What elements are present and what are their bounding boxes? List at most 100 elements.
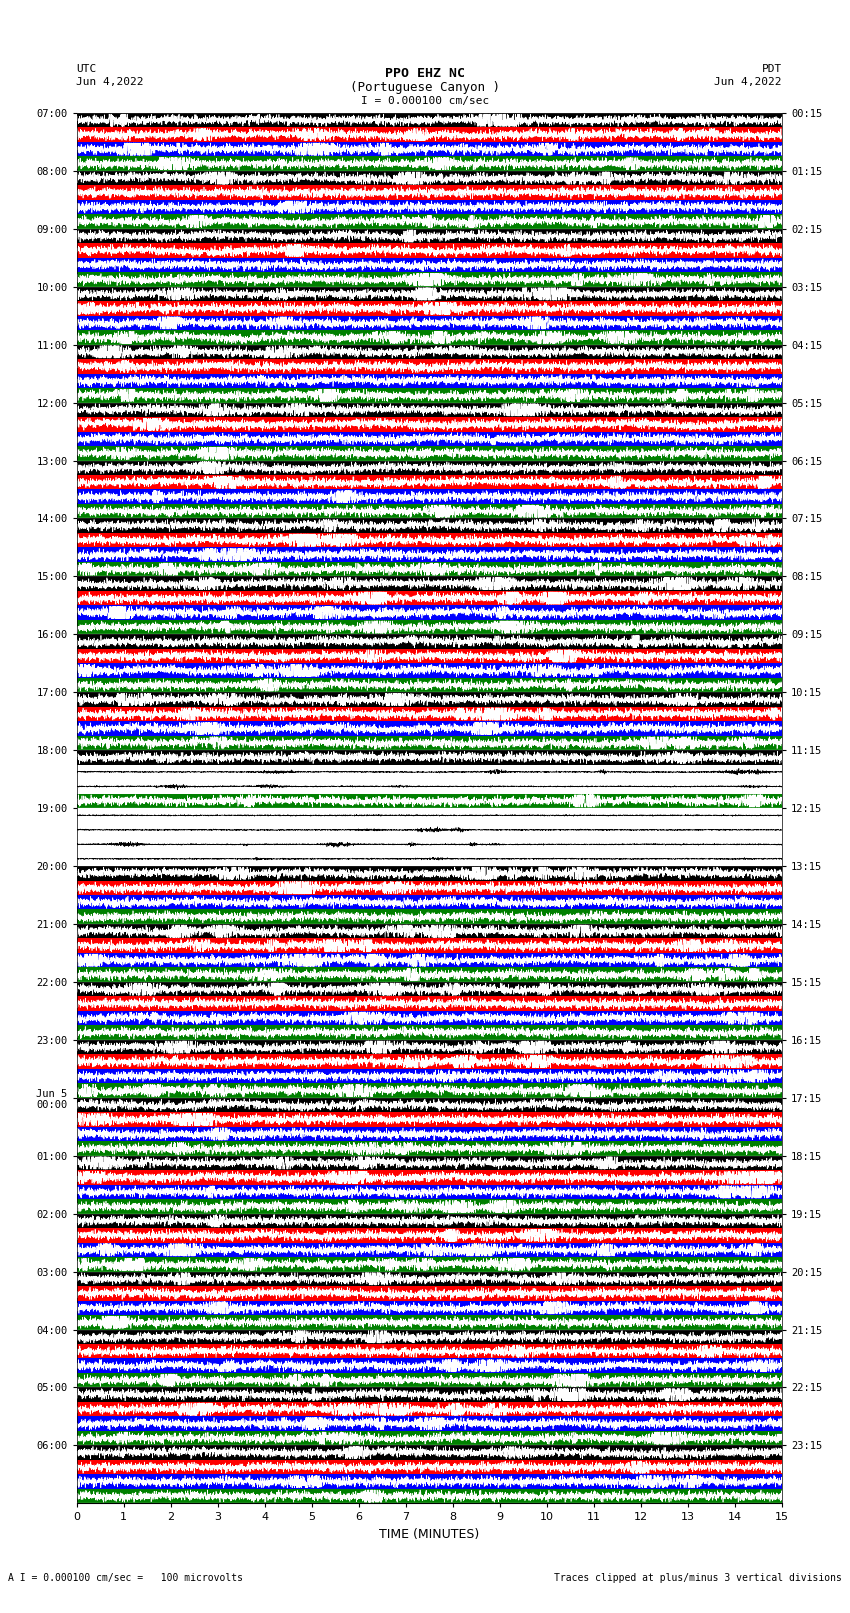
Bar: [76, 968, 782, 982]
Bar: [76, 1373, 782, 1387]
Bar: [76, 461, 782, 474]
Bar: [76, 997, 782, 1011]
Bar: [76, 808, 782, 823]
Bar: [76, 576, 782, 590]
Bar: [76, 1155, 782, 1169]
Bar: [76, 1416, 782, 1431]
Bar: [76, 127, 782, 142]
Bar: [76, 561, 782, 576]
Bar: [76, 750, 782, 765]
Bar: [76, 605, 782, 619]
Bar: [76, 939, 782, 953]
Bar: [76, 156, 782, 171]
Bar: [76, 1286, 782, 1300]
Bar: [76, 389, 782, 403]
Bar: [76, 1257, 782, 1271]
Bar: [76, 1431, 782, 1445]
Bar: [76, 474, 782, 489]
Bar: [76, 1184, 782, 1198]
Bar: [76, 823, 782, 837]
Bar: [76, 418, 782, 432]
Bar: [76, 1026, 782, 1040]
Bar: [76, 1213, 782, 1227]
Bar: [76, 1445, 782, 1460]
Bar: [76, 866, 782, 881]
Bar: [76, 287, 782, 302]
Bar: [76, 1271, 782, 1286]
Bar: [76, 360, 782, 374]
Bar: [76, 765, 782, 779]
Bar: [76, 1069, 782, 1084]
Bar: [76, 185, 782, 200]
Text: (Portuguese Canyon ): (Portuguese Canyon ): [350, 81, 500, 95]
Bar: [76, 1113, 782, 1127]
Bar: [76, 1055, 782, 1069]
Bar: [76, 113, 782, 127]
Bar: [76, 663, 782, 677]
Text: I = 0.000100 cm/sec: I = 0.000100 cm/sec: [361, 95, 489, 106]
Bar: [76, 244, 782, 258]
Bar: [76, 619, 782, 634]
Bar: [76, 1402, 782, 1416]
Bar: [76, 837, 782, 852]
Bar: [76, 1358, 782, 1373]
Bar: [76, 518, 782, 532]
Bar: [76, 532, 782, 547]
Bar: [76, 1329, 782, 1344]
Bar: [76, 229, 782, 244]
Bar: [76, 273, 782, 287]
Text: UTC: UTC: [76, 63, 97, 74]
Bar: [76, 1127, 782, 1142]
Bar: [76, 1387, 782, 1402]
Bar: [76, 403, 782, 418]
Text: A I = 0.000100 cm/sec =   100 microvolts: A I = 0.000100 cm/sec = 100 microvolts: [8, 1573, 243, 1582]
Bar: [76, 200, 782, 215]
Bar: [76, 1011, 782, 1026]
Bar: [76, 706, 782, 721]
Bar: [76, 1198, 782, 1213]
Bar: [76, 590, 782, 605]
Bar: [76, 881, 782, 895]
Bar: [76, 794, 782, 808]
Bar: [76, 648, 782, 663]
Bar: [76, 1040, 782, 1055]
Bar: [76, 1489, 782, 1503]
Text: Traces clipped at plus/minus 3 vertical divisions: Traces clipped at plus/minus 3 vertical …: [553, 1573, 842, 1582]
Text: PPO EHZ NC: PPO EHZ NC: [385, 66, 465, 81]
Text: PDT: PDT: [762, 63, 782, 74]
Bar: [76, 345, 782, 360]
Bar: [76, 852, 782, 866]
Bar: [76, 503, 782, 518]
Bar: [76, 374, 782, 389]
Bar: [76, 302, 782, 316]
Bar: [76, 1098, 782, 1113]
Bar: [76, 982, 782, 997]
Bar: [76, 721, 782, 736]
Bar: [76, 171, 782, 185]
Bar: [76, 736, 782, 750]
Text: Jun 4,2022: Jun 4,2022: [715, 77, 782, 87]
Bar: [76, 953, 782, 968]
Bar: [76, 924, 782, 939]
Bar: [76, 447, 782, 461]
Bar: [76, 692, 782, 706]
X-axis label: TIME (MINUTES): TIME (MINUTES): [379, 1528, 479, 1540]
Bar: [76, 316, 782, 331]
Bar: [76, 677, 782, 692]
Bar: [76, 1474, 782, 1489]
Bar: [76, 1084, 782, 1098]
Bar: [76, 1460, 782, 1474]
Bar: [76, 634, 782, 648]
Bar: [76, 1242, 782, 1257]
Bar: [76, 1315, 782, 1329]
Bar: [76, 779, 782, 794]
Bar: [76, 432, 782, 447]
Bar: [76, 547, 782, 561]
Text: Jun 4,2022: Jun 4,2022: [76, 77, 144, 87]
Bar: [76, 1169, 782, 1184]
Bar: [76, 331, 782, 345]
Bar: [76, 1227, 782, 1242]
Bar: [76, 258, 782, 273]
Bar: [76, 1300, 782, 1315]
Bar: [76, 895, 782, 910]
